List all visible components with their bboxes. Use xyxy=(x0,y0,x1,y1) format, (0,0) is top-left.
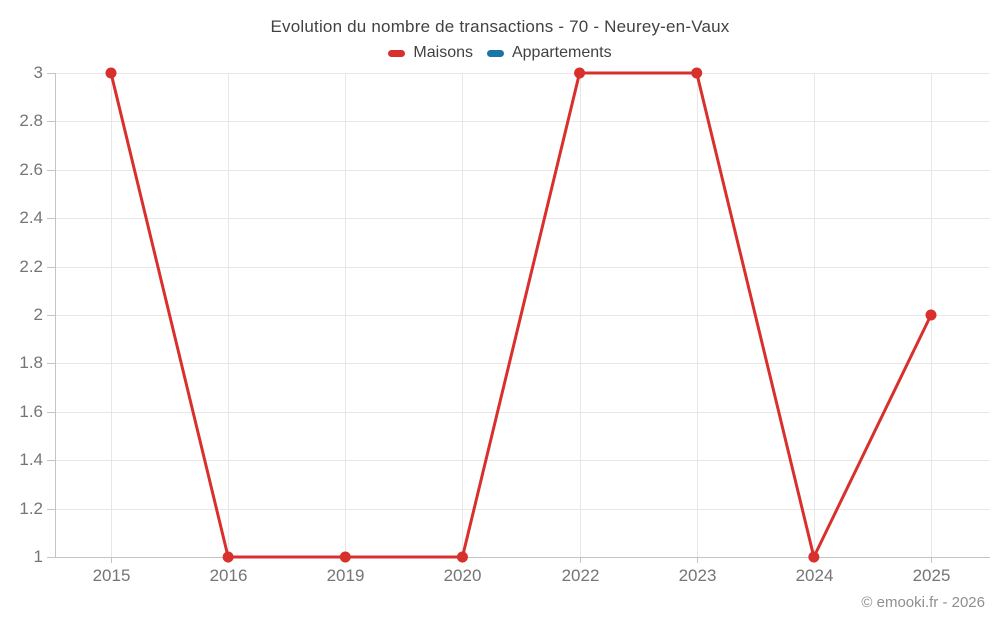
y-tick-label: 1.4 xyxy=(19,450,43,469)
x-tick-label: 2019 xyxy=(326,566,365,585)
y-tick-label: 2 xyxy=(33,305,43,324)
data-point-maisons-2022 xyxy=(574,67,586,79)
series-line-maisons xyxy=(109,71,933,559)
y-tick-label: 1 xyxy=(33,547,43,566)
y-tick-label: 1.6 xyxy=(19,402,43,421)
legend-swatch-icon xyxy=(486,49,504,57)
data-point-maisons-2015 xyxy=(105,67,117,79)
data-point-maisons-2019 xyxy=(339,551,351,563)
legend-label: Maisons xyxy=(413,44,473,61)
y-tick-label: 2.8 xyxy=(19,111,43,130)
x-tick-label: 2022 xyxy=(561,566,600,585)
legend-label: Appartements xyxy=(511,44,612,61)
data-point-maisons-2020 xyxy=(456,551,468,563)
y-tick-label: 2.2 xyxy=(19,257,43,276)
x-tick-label: 2024 xyxy=(795,566,834,585)
chart-title: Evolution du nombre de transactions - 70… xyxy=(270,17,730,36)
y-tick-label: 1.8 xyxy=(19,353,43,372)
data-point-maisons-2024 xyxy=(808,551,820,563)
legend-item-appartements[interactable]: Appartements xyxy=(486,44,612,62)
y-tick-label: 2.6 xyxy=(19,160,43,179)
copyright-text: © emooki.fr - 2026 xyxy=(861,594,985,611)
data-point-maisons-2023 xyxy=(691,67,703,79)
x-tick-label: 2023 xyxy=(678,566,717,585)
y-tick-label: 2.4 xyxy=(19,208,43,227)
legend-item-maisons[interactable]: Maisons xyxy=(388,44,473,62)
x-tick-label: 2016 xyxy=(209,566,248,585)
x-tick-label: 2025 xyxy=(912,566,951,585)
x-tick-label: 2015 xyxy=(92,566,131,585)
chart-legend: Maisons Appartements xyxy=(0,44,1000,62)
y-tick-label: 1.2 xyxy=(19,499,43,518)
data-point-maisons-2025 xyxy=(925,309,937,321)
legend-swatch-icon xyxy=(388,49,406,57)
data-point-maisons-2016 xyxy=(222,551,234,563)
x-tick-label: 2020 xyxy=(443,566,482,585)
y-tick-label: 3 xyxy=(33,63,43,82)
